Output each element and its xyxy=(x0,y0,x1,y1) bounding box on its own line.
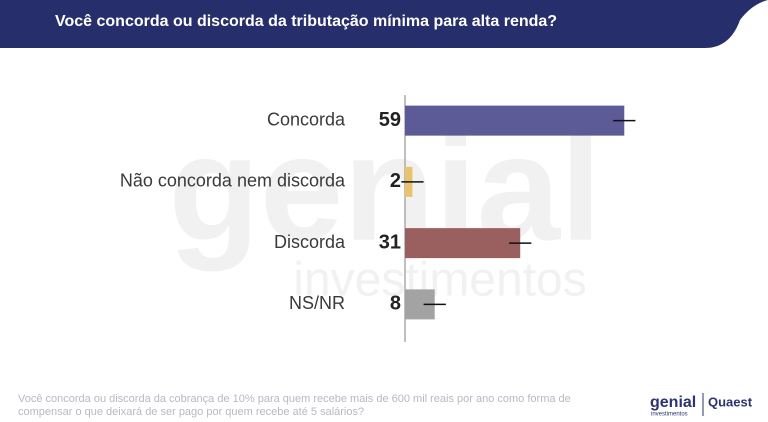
category-label: Concorda xyxy=(267,109,346,129)
value-label: 2 xyxy=(390,170,401,192)
value-label: 8 xyxy=(390,293,401,315)
bar xyxy=(405,228,521,259)
category-label: Não concorda nem discorda xyxy=(120,171,346,191)
logo: investimentos xyxy=(651,412,688,418)
logo: genial xyxy=(650,394,696,411)
logo: Quaest xyxy=(708,394,753,409)
value-label: 59 xyxy=(379,109,401,131)
footnote: Você concorda ou discorda da cobrança de… xyxy=(18,393,571,405)
bar xyxy=(405,105,625,136)
title-banner xyxy=(0,0,768,48)
category-label: Discorda xyxy=(274,232,346,252)
chart-title: Você concorda ou discorda da tributação … xyxy=(55,13,557,30)
value-label: 31 xyxy=(379,231,401,253)
footnote: compensar o que deixará de ser pago por … xyxy=(18,406,364,418)
watermark: investimentos xyxy=(293,254,586,307)
category-label: NS/NR xyxy=(289,293,345,313)
